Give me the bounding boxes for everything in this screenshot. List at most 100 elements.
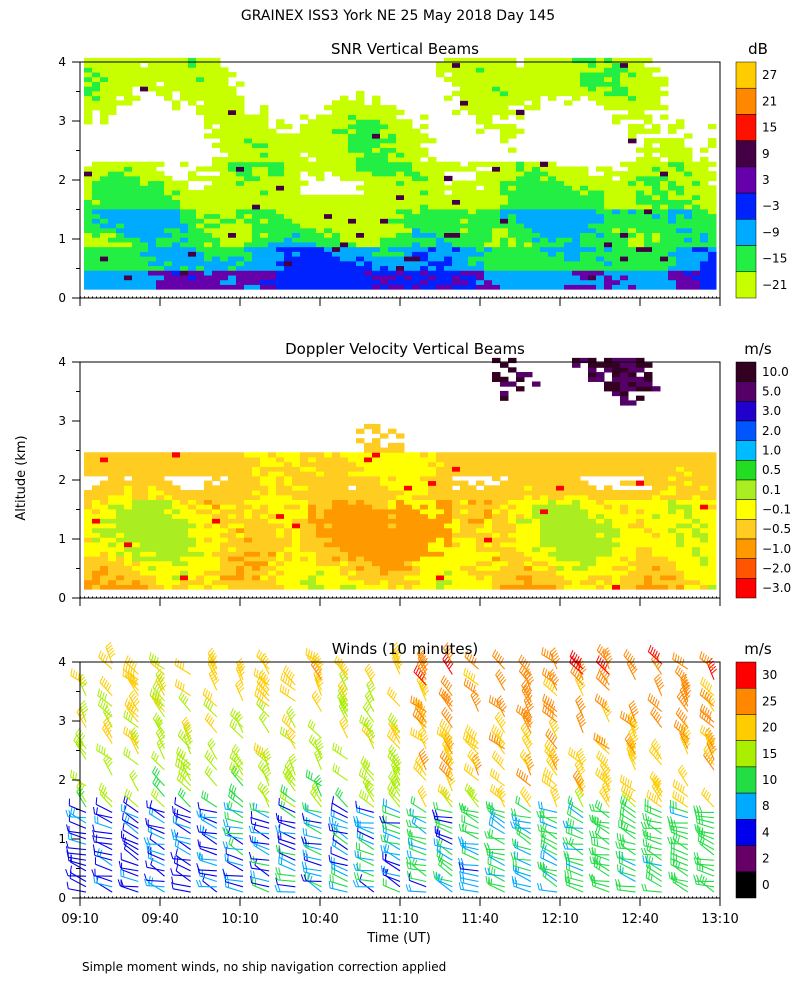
doppler-cell — [348, 504, 357, 510]
doppler-cell — [428, 508, 437, 515]
snr-cell — [636, 246, 645, 252]
doppler-cell — [532, 452, 541, 458]
doppler-cell — [404, 461, 413, 467]
doppler-cell — [332, 490, 341, 496]
snr-cell — [268, 270, 277, 276]
snr-cell — [300, 180, 309, 186]
snr-cell — [700, 265, 709, 271]
doppler-cell — [364, 551, 373, 557]
doppler-cell — [532, 485, 541, 491]
snr-cell — [516, 95, 525, 101]
doppler-cell — [516, 570, 525, 576]
doppler-cell — [572, 485, 581, 491]
doppler-cell — [620, 376, 629, 382]
snr-cell — [612, 199, 621, 205]
snr-cell — [588, 185, 597, 191]
snr-cell — [268, 190, 277, 196]
doppler-cell — [612, 556, 621, 562]
doppler-cell — [172, 508, 181, 515]
snr-cell — [244, 237, 253, 243]
snr-cell — [604, 237, 613, 243]
snr-cell — [596, 213, 605, 219]
doppler-cell — [348, 551, 357, 557]
doppler-cell — [348, 565, 357, 571]
snr-cell — [484, 119, 493, 125]
snr-cell — [660, 227, 669, 234]
snr-cell — [204, 237, 213, 243]
doppler-cell — [236, 546, 245, 552]
doppler-cell — [380, 541, 389, 548]
doppler-cell — [108, 565, 117, 571]
doppler-cell — [164, 579, 173, 585]
doppler-cell — [508, 541, 517, 548]
snr-cell — [420, 284, 429, 290]
doppler-cell — [324, 579, 333, 585]
doppler-cell — [388, 518, 397, 524]
snr-cell — [484, 213, 493, 219]
snr-cell — [276, 208, 285, 215]
snr-cell — [652, 138, 661, 144]
doppler-cell — [540, 574, 549, 581]
snr-cell — [380, 180, 389, 186]
snr-cell — [356, 100, 365, 106]
snr-cell — [612, 67, 621, 73]
doppler-cell — [564, 461, 573, 467]
doppler-cell — [276, 518, 285, 524]
doppler-cell — [524, 490, 533, 496]
snr-cell — [468, 161, 477, 167]
snr-cell — [204, 109, 213, 116]
snr-cell — [236, 119, 245, 125]
snr-cell — [220, 265, 229, 271]
snr-cell — [276, 251, 285, 257]
snr-cell — [492, 105, 501, 111]
doppler-cell — [460, 485, 469, 491]
snr-cell — [644, 90, 653, 97]
doppler-cell — [620, 584, 629, 590]
doppler-cell — [444, 490, 453, 496]
snr-cell — [252, 251, 261, 257]
snr-cell — [508, 57, 517, 64]
snr-cell — [332, 161, 341, 167]
doppler-cell — [548, 485, 557, 491]
snr-cell — [308, 208, 317, 215]
snr-cell — [252, 161, 261, 167]
snr-cell — [580, 190, 589, 196]
doppler-cell — [340, 485, 349, 491]
doppler-cell — [100, 584, 109, 590]
snr-cell — [324, 241, 333, 248]
snr-cell — [652, 227, 661, 234]
doppler-cell — [572, 556, 581, 562]
snr-cell — [364, 138, 373, 144]
doppler-cell — [404, 499, 413, 505]
snr-cell — [236, 241, 245, 248]
snr-cell — [212, 265, 221, 271]
snr-cell — [580, 284, 589, 290]
snr-cell — [684, 204, 693, 210]
doppler-cell — [324, 518, 333, 524]
snr-cell — [452, 194, 461, 200]
snr-cell — [140, 274, 149, 281]
snr-cell — [620, 274, 629, 281]
doppler-cell — [308, 452, 317, 458]
snr-cell — [388, 180, 397, 186]
doppler-cell — [340, 475, 349, 482]
snr-cell — [356, 128, 365, 134]
snr-cell — [92, 194, 101, 200]
doppler-cell — [564, 560, 573, 567]
snr-cell — [132, 256, 141, 262]
snr-cell — [508, 123, 517, 130]
snr-cell — [460, 180, 469, 186]
snr-cell — [348, 227, 357, 234]
doppler-cell — [548, 480, 557, 486]
snr-cell — [436, 72, 445, 78]
doppler-cell — [364, 490, 373, 496]
doppler-cell — [484, 485, 493, 491]
snr-cell — [636, 166, 645, 172]
snr-cell — [500, 86, 509, 92]
snr-cell — [260, 105, 269, 111]
doppler-cell — [308, 584, 317, 590]
doppler-cell — [84, 494, 93, 500]
doppler-cell — [172, 527, 181, 534]
doppler-cell — [412, 546, 421, 552]
doppler-cell — [84, 532, 93, 538]
